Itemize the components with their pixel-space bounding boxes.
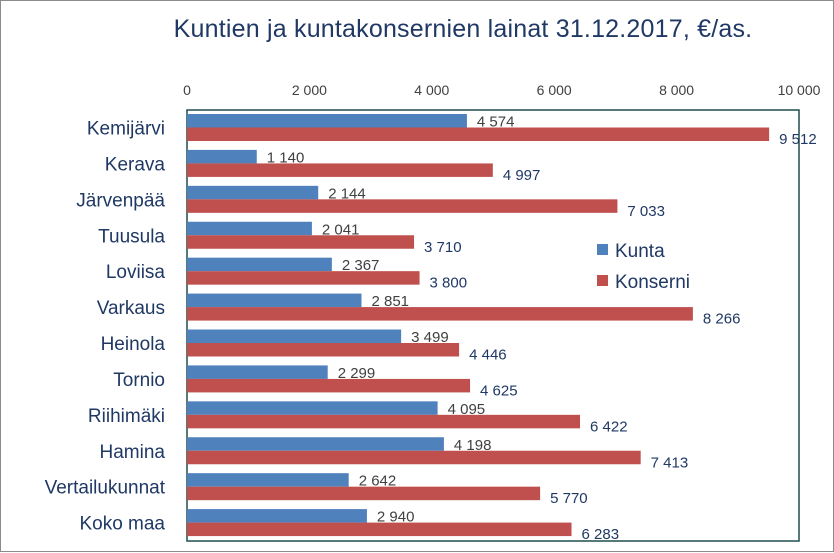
- bar-konserni: [187, 307, 693, 321]
- data-label-kunta: 2 642: [359, 473, 397, 490]
- bar-konserni: [187, 522, 572, 537]
- data-label-konserni: 6 422: [590, 418, 628, 435]
- category-label: Tuusula: [98, 226, 165, 247]
- data-label-konserni: 7 033: [627, 203, 665, 220]
- data-label-konserni: 4 625: [480, 382, 518, 399]
- plot-area-border: [186, 109, 800, 542]
- x-tick-label: 6 000: [537, 82, 572, 98]
- legend-swatch-kunta: [597, 244, 608, 255]
- bar-kunta: [187, 401, 438, 415]
- category-label: Kerava: [105, 154, 166, 175]
- data-label-konserni: 3 710: [424, 239, 462, 256]
- bar-kunta: [187, 365, 328, 379]
- bar-konserni: [187, 486, 541, 501]
- data-label-kunta: 4 574: [477, 114, 515, 131]
- data-label-kunta: 2 367: [342, 257, 380, 274]
- data-label-kunta: 2 144: [328, 185, 366, 202]
- x-tick-label: 4 000: [414, 82, 449, 98]
- bar-konserni: [187, 450, 641, 465]
- bar-konserni: [187, 271, 420, 285]
- data-label-kunta: 1 140: [267, 149, 305, 166]
- bar-kunta: [187, 185, 319, 200]
- category-label: Heinola: [101, 334, 166, 355]
- bar-konserni: [187, 199, 618, 213]
- data-label-kunta: 2 940: [377, 509, 415, 526]
- data-label-konserni: 6 283: [582, 526, 620, 543]
- bar-konserni: [187, 235, 415, 249]
- data-label-kunta: 2 041: [322, 221, 360, 238]
- legend-label-kunta: Kunta: [615, 241, 665, 262]
- bar-kunta: [187, 221, 312, 236]
- category-label: Vertailukunnat: [45, 478, 166, 499]
- data-label-kunta: 3 499: [411, 329, 449, 346]
- data-label-konserni: 7 413: [651, 454, 689, 471]
- bar-kunta: [187, 329, 402, 343]
- bar-kunta: [187, 149, 257, 164]
- bar-konserni: [187, 414, 581, 429]
- data-label-konserni: 4 446: [469, 347, 507, 364]
- data-label-kunta: 4 095: [448, 401, 486, 418]
- category-label: Loviisa: [106, 262, 166, 283]
- chart-title: Kuntien ja kuntakonsernien lainat 31.12.…: [173, 15, 753, 43]
- data-label-konserni: 5 770: [550, 490, 588, 507]
- category-label: Hamina: [100, 442, 166, 463]
- bar-konserni: [187, 378, 471, 393]
- bar-kunta: [187, 293, 362, 308]
- data-label-konserni: 9 512: [779, 131, 817, 148]
- bar-konserni: [187, 343, 460, 357]
- category-label: Varkaus: [97, 298, 165, 319]
- data-label-kunta: 2 299: [338, 365, 376, 382]
- bar-kunta: [187, 509, 367, 523]
- x-tick-label: 8 000: [659, 82, 694, 98]
- bar-kunta: [187, 114, 467, 128]
- category-label: Järvenpää: [76, 190, 165, 211]
- bar-kunta: [187, 437, 444, 451]
- legend-swatch-konserni: [597, 275, 608, 286]
- bar-kunta: [187, 473, 349, 487]
- category-label: Tornio: [113, 370, 165, 391]
- category-label: Kemijärvi: [87, 119, 165, 140]
- x-tick-label: 10 000: [778, 82, 821, 98]
- data-label-kunta: 2 851: [371, 293, 409, 310]
- bar-kunta: [187, 257, 332, 272]
- data-label-konserni: 4 997: [503, 167, 541, 184]
- category-label: Riihimäki: [88, 406, 165, 427]
- bar-konserni: [187, 127, 770, 141]
- x-tick-label: 2 000: [292, 82, 327, 98]
- bar-konserni: [187, 163, 493, 177]
- data-label-konserni: 3 800: [430, 275, 468, 292]
- x-tick-label: 0: [183, 82, 191, 98]
- legend-label-konserni: Konserni: [615, 272, 690, 293]
- category-label: Koko maa: [79, 514, 165, 535]
- data-label-konserni: 8 266: [703, 311, 741, 328]
- data-label-kunta: 4 198: [454, 437, 492, 454]
